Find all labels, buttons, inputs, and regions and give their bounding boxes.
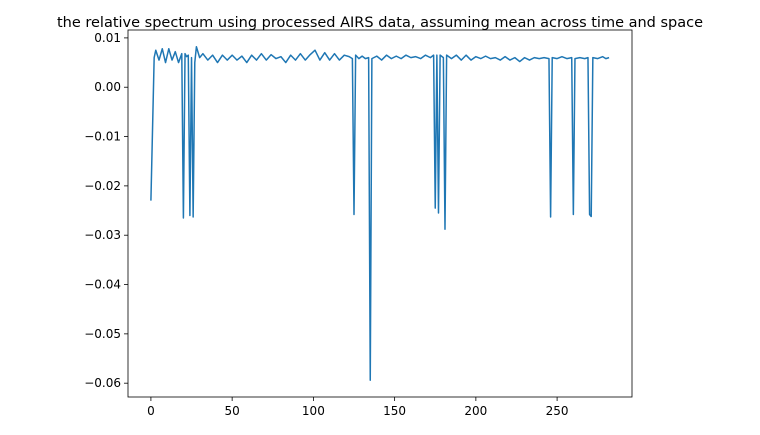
- x-tick-label: 200: [464, 404, 487, 418]
- x-tick-label: 0: [147, 404, 155, 418]
- data-line: [150, 46, 610, 381]
- y-tick-label: −0.05: [84, 327, 121, 341]
- y-tick-label: −0.01: [84, 130, 121, 144]
- y-tick-label: −0.02: [84, 179, 121, 193]
- x-tick-label: 100: [302, 404, 325, 418]
- x-tick-label: 250: [546, 404, 569, 418]
- plot-frame: [127, 29, 633, 398]
- x-tick-label: 50: [225, 404, 240, 418]
- y-tick-label: −0.04: [84, 278, 121, 292]
- y-tick-label: −0.06: [84, 376, 121, 390]
- x-tick-label: 150: [383, 404, 406, 418]
- chart-title: the relative spectrum using processed AI…: [57, 15, 703, 31]
- y-tick-label: −0.03: [84, 228, 121, 242]
- y-tick-label: 0.00: [94, 80, 121, 94]
- y-tick-label: 0.01: [94, 31, 121, 45]
